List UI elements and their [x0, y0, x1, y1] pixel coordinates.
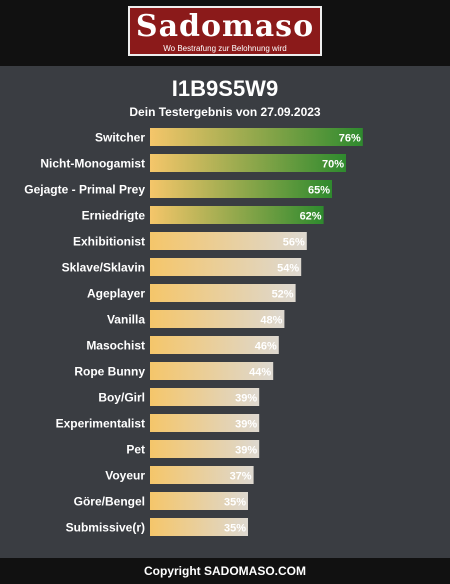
value-label: 54%	[277, 263, 299, 275]
value-label: 46%	[255, 341, 277, 353]
value-label: 35%	[224, 497, 246, 509]
category-label: Gejagte - Primal Prey	[24, 183, 145, 197]
value-label: 35%	[224, 523, 246, 535]
bar	[150, 180, 332, 198]
category-label: Rope Bunny	[74, 365, 145, 379]
category-label: Vanilla	[107, 313, 145, 327]
logo-text: Sadomaso	[135, 9, 315, 44]
value-label: 52%	[272, 289, 294, 301]
value-label: 70%	[322, 159, 344, 171]
value-label: 44%	[249, 367, 271, 379]
category-label: Sklave/Sklavin	[62, 261, 145, 275]
value-label: 39%	[235, 393, 257, 405]
logo-tagline: Wo Bestrafung zur Belohnung wird	[163, 44, 287, 53]
category-label: Erniedrigte	[82, 209, 146, 223]
bar	[150, 154, 346, 172]
category-label: Switcher	[95, 131, 145, 145]
value-label: 39%	[235, 445, 257, 457]
value-label: 65%	[308, 185, 330, 197]
value-label: 48%	[260, 315, 282, 327]
bar	[150, 492, 248, 510]
category-label: Nicht-Monogamist	[40, 157, 145, 171]
bar	[150, 232, 307, 250]
category-label: Experimentalist	[56, 417, 145, 431]
result-title: I1B9S5W9	[171, 76, 279, 101]
category-label: Masochist	[86, 339, 145, 353]
category-label: Boy/Girl	[98, 391, 145, 405]
bar	[150, 440, 260, 458]
category-label: Submissive(r)	[66, 521, 145, 535]
value-label: 62%	[300, 211, 322, 223]
value-label: 56%	[283, 237, 305, 249]
bar	[150, 258, 302, 276]
bar	[150, 518, 248, 536]
bar	[150, 388, 260, 406]
bar	[150, 414, 260, 432]
category-label: Ageplayer	[87, 287, 145, 301]
category-label: Göre/Bengel	[74, 495, 145, 509]
category-label: Exhibitionist	[73, 235, 145, 249]
value-label: 37%	[230, 471, 252, 483]
copyright-footer: Copyright SADOMASO.COM	[0, 558, 450, 584]
bar	[150, 310, 285, 328]
bar	[150, 466, 254, 484]
bar	[150, 128, 363, 146]
result-subtitle: Dein Testergebnis von 27.09.2023	[129, 105, 321, 119]
value-label: 39%	[235, 419, 257, 431]
value-label: 76%	[339, 133, 361, 145]
bar	[150, 206, 324, 224]
category-label: Pet	[126, 443, 145, 457]
bar	[150, 362, 274, 380]
category-label: Voyeur	[105, 469, 145, 483]
site-header: Sadomaso Wo Bestrafung zur Belohnung wir…	[0, 0, 450, 66]
bar	[150, 284, 296, 302]
site-logo[interactable]: Sadomaso Wo Bestrafung zur Belohnung wir…	[128, 6, 322, 56]
result-bar-chart: Switcher 76% Nicht-Monogamist 70% Gejagte - …	[24, 128, 363, 536]
bar	[150, 336, 279, 354]
